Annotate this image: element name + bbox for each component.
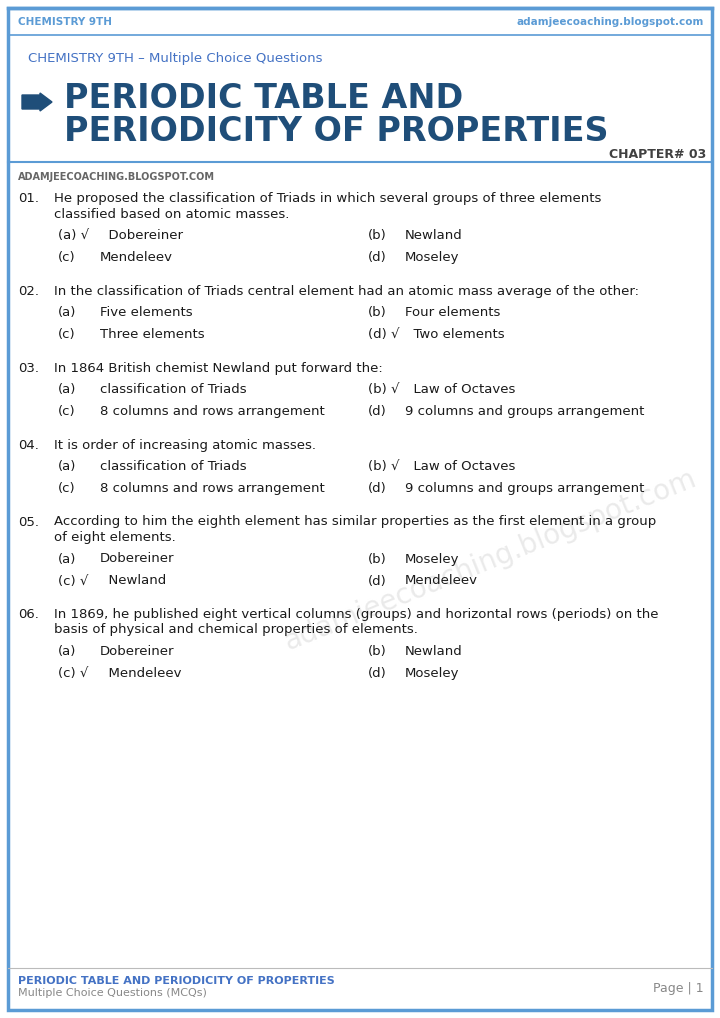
Text: According to him the eighth element has similar properties as the first element : According to him the eighth element has … [54,515,656,528]
Text: CHEMISTRY 9TH: CHEMISTRY 9TH [18,17,112,27]
Text: (a) √: (a) √ [58,229,89,242]
Text: (b): (b) [368,553,387,566]
FancyArrow shape [22,93,52,111]
Text: 8 columns and rows arrangement: 8 columns and rows arrangement [100,405,325,418]
Text: Multiple Choice Questions (MCQs): Multiple Choice Questions (MCQs) [18,988,207,998]
Text: (a): (a) [58,553,76,566]
Text: 8 columns and rows arrangement: 8 columns and rows arrangement [100,482,325,495]
Text: Page | 1: Page | 1 [653,982,704,995]
Text: Newland: Newland [405,645,463,658]
Text: (a): (a) [58,645,76,658]
Text: Moseley: Moseley [405,553,459,566]
Text: (a): (a) [58,383,76,396]
Text: Mendeleev: Mendeleev [405,574,478,587]
Text: 06.: 06. [18,608,39,621]
Text: 03.: 03. [18,361,39,375]
Text: (b) √: (b) √ [368,460,400,473]
Text: PERIODIC TABLE AND PERIODICITY OF PROPERTIES: PERIODIC TABLE AND PERIODICITY OF PROPER… [18,976,335,986]
Text: 01.: 01. [18,192,39,205]
Text: PERIODICITY OF PROPERTIES: PERIODICITY OF PROPERTIES [64,115,608,148]
Text: Newland: Newland [100,574,166,587]
Text: (b): (b) [368,229,387,242]
Text: (a): (a) [58,306,76,319]
Text: classification of Triads: classification of Triads [100,460,247,473]
Text: Five elements: Five elements [100,306,193,319]
Text: (d): (d) [368,574,387,587]
Text: of eight elements.: of eight elements. [54,531,176,544]
Text: Dobereiner: Dobereiner [100,553,174,566]
Text: (c): (c) [58,482,76,495]
Text: In 1864 British chemist Newland put forward the:: In 1864 British chemist Newland put forw… [54,361,383,375]
Text: Three elements: Three elements [100,328,204,341]
Text: (d): (d) [368,482,387,495]
Text: (c) √: (c) √ [58,574,89,587]
Text: (d): (d) [368,405,387,418]
Text: (b): (b) [368,306,387,319]
Text: In the classification of Triads central element had an atomic mass average of th: In the classification of Triads central … [54,284,639,297]
Text: ADAMJEECOACHING.BLOGSPOT.COM: ADAMJEECOACHING.BLOGSPOT.COM [18,172,215,182]
Text: Moseley: Moseley [405,667,459,680]
Text: adamjeecoaching.blogspot.com: adamjeecoaching.blogspot.com [280,464,701,656]
Text: It is order of increasing atomic masses.: It is order of increasing atomic masses. [54,439,316,452]
Text: (c): (c) [58,405,76,418]
Text: Mendeleev: Mendeleev [100,667,181,680]
Text: In 1869, he published eight vertical columns (groups) and horizontal rows (perio: In 1869, he published eight vertical col… [54,608,659,621]
Text: basis of physical and chemical properties of elements.: basis of physical and chemical propertie… [54,623,418,636]
Text: classification of Triads: classification of Triads [100,383,247,396]
Text: Newland: Newland [405,229,463,242]
Text: Law of Octaves: Law of Octaves [405,460,516,473]
Text: (d): (d) [368,251,387,264]
Text: 9 columns and groups arrangement: 9 columns and groups arrangement [405,405,644,418]
Text: (d) √: (d) √ [368,328,400,341]
Text: Dobereiner: Dobereiner [100,645,174,658]
Text: adamjeecoaching.blogspot.com: adamjeecoaching.blogspot.com [517,17,704,27]
Text: 04.: 04. [18,439,39,452]
Text: 05.: 05. [18,515,39,528]
Text: Four elements: Four elements [405,306,500,319]
Text: 02.: 02. [18,284,39,297]
Text: 9 columns and groups arrangement: 9 columns and groups arrangement [405,482,644,495]
Text: (c): (c) [58,251,76,264]
Text: (a): (a) [58,460,76,473]
Text: He proposed the classification of Triads in which several groups of three elemen: He proposed the classification of Triads… [54,192,601,205]
Text: (c) √: (c) √ [58,667,89,680]
Text: (b) √: (b) √ [368,383,400,396]
Text: classified based on atomic masses.: classified based on atomic masses. [54,208,289,221]
Text: (d): (d) [368,667,387,680]
Text: Moseley: Moseley [405,251,459,264]
Text: (b): (b) [368,645,387,658]
Text: (c): (c) [58,328,76,341]
Text: Mendeleev: Mendeleev [100,251,173,264]
Text: CHAPTER# 03: CHAPTER# 03 [608,148,706,161]
Text: Law of Octaves: Law of Octaves [405,383,516,396]
Text: Dobereiner: Dobereiner [100,229,183,242]
Text: Two elements: Two elements [405,328,505,341]
Text: CHEMISTRY 9TH – Multiple Choice Questions: CHEMISTRY 9TH – Multiple Choice Question… [28,52,323,65]
Text: PERIODIC TABLE AND: PERIODIC TABLE AND [64,82,463,115]
